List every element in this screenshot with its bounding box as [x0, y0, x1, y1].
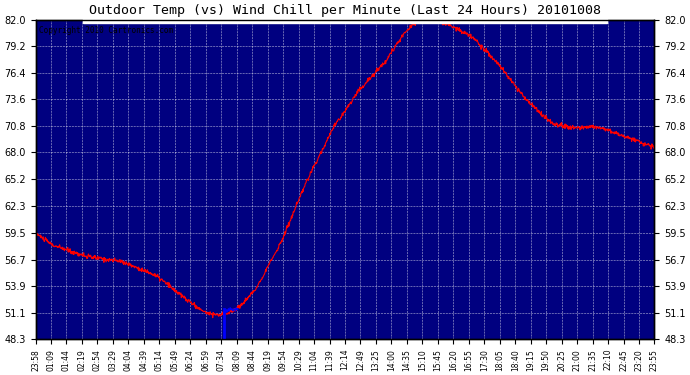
Title: Outdoor Temp (vs) Wind Chill per Minute (Last 24 Hours) 20101008: Outdoor Temp (vs) Wind Chill per Minute … — [89, 4, 601, 17]
Text: Copyright 2010 Cartronics.com: Copyright 2010 Cartronics.com — [39, 26, 172, 35]
